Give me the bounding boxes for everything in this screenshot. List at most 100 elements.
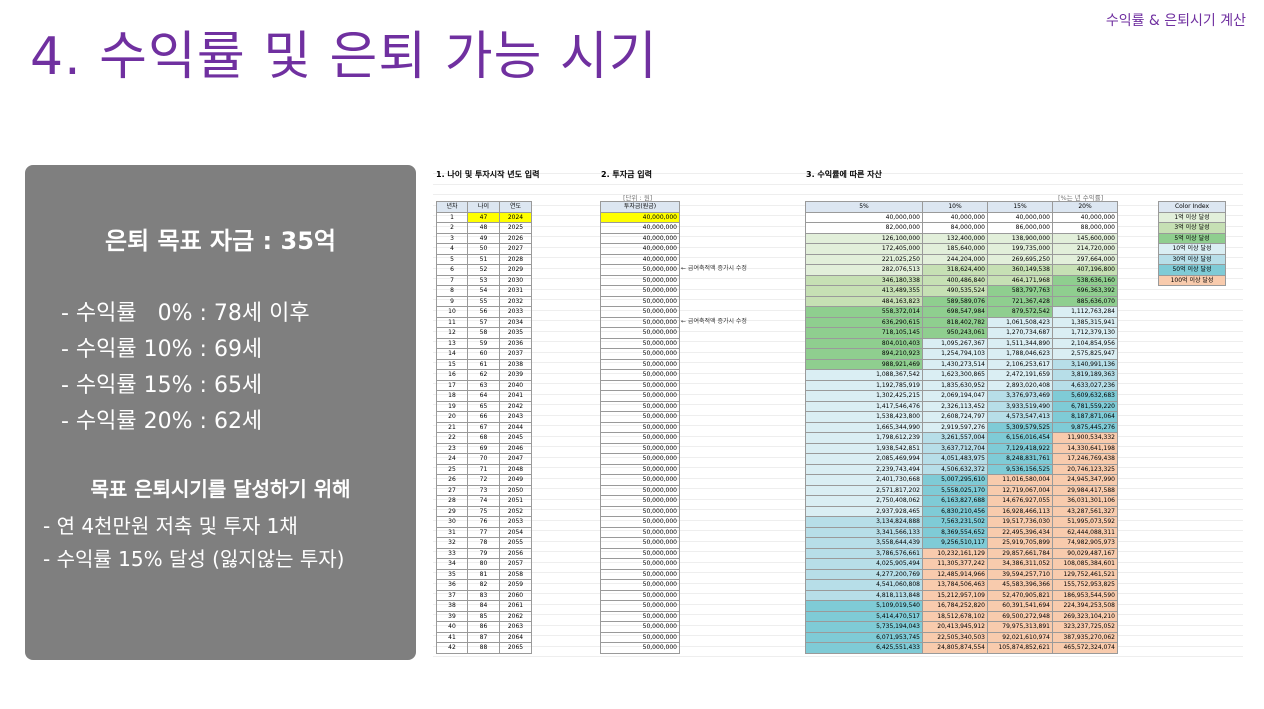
- asset-cell: 1,798,612,239: [805, 432, 923, 444]
- asset-cell: 2,239,743,494: [805, 463, 923, 475]
- table-row: 12 58 2035: [436, 327, 532, 339]
- table-row: 21 67 2044: [436, 421, 532, 433]
- table-row: 5,414,470,517 18,512,678,102 69,500,272,94…: [805, 610, 1118, 622]
- table-row: 988,921,469 1,430,273,514 2,106,253,617 3,1…: [805, 358, 1118, 370]
- principal-cell: 50,000,000: [600, 642, 680, 654]
- table-row: 636,290,615 818,402,782 1,061,508,423 1,385…: [805, 316, 1118, 328]
- legend-row: 5억 이상 달성: [1158, 232, 1226, 244]
- table-row: 20 66 2043: [436, 411, 532, 423]
- asset-cell: 1,430,273,514: [922, 358, 988, 370]
- asset-cell: 40,000,000: [1052, 211, 1118, 223]
- asset-cell: 1,095,267,367: [922, 337, 988, 349]
- table-row: 4,541,060,808 13,784,506,463 45,583,396,36…: [805, 579, 1118, 591]
- asset-cell: 39,594,257,710: [987, 568, 1053, 580]
- rate-note: [%는 년 수익률]: [1058, 194, 1104, 202]
- asset-cell: 82,000,000: [805, 222, 923, 234]
- rate-line: - 수익률 20% : 62세: [61, 409, 263, 434]
- age-cell: 84: [467, 600, 500, 612]
- table-row: 3,558,644,439 9,256,510,117 25,919,705,899…: [805, 537, 1118, 549]
- asset-cell: 79,975,313,891: [987, 621, 1053, 633]
- asset-cell: 1,302,425,215: [805, 390, 923, 402]
- asset-cell: 132,400,000: [922, 232, 988, 244]
- table-row: 1,088,367,542 1,623,300,865 2,472,191,659 3…: [805, 369, 1118, 381]
- table-row: 50,000,000: [600, 537, 680, 549]
- asset-cell: 407,196,800: [1052, 264, 1118, 276]
- asset-cell: 29,984,417,588: [1052, 484, 1118, 496]
- age-cell: 71: [467, 463, 500, 475]
- year-no-cell: 34: [436, 558, 468, 570]
- table-row: 24 70 2047: [436, 453, 532, 465]
- asset-cell: 108,085,384,601: [1052, 558, 1118, 570]
- principal-cell: 50,000,000: [600, 285, 680, 297]
- year-no-cell: 5: [436, 253, 468, 265]
- age-cell: 49: [467, 232, 500, 244]
- asset-cell: 6,425,551,433: [805, 642, 923, 654]
- age-cell: 54: [467, 285, 500, 297]
- asset-cell: 3,637,712,704: [922, 442, 988, 454]
- year-cell: 2063: [499, 621, 532, 633]
- asset-cell: 5,558,025,170: [922, 484, 988, 496]
- asset-cell: 4,541,060,808: [805, 579, 923, 591]
- year-cell: 2028: [499, 253, 532, 265]
- year-cell: 2034: [499, 316, 532, 328]
- asset-cell: 2,571,817,202: [805, 484, 923, 496]
- year-no-cell: 7: [436, 274, 468, 286]
- table-row: 40,000,000: [600, 232, 680, 244]
- table-row: 894,210,923 1,254,794,103 1,788,046,623 2,5…: [805, 348, 1118, 360]
- year-no-cell: 41: [436, 631, 468, 643]
- age-cell: 76: [467, 516, 500, 528]
- top-tag: 수익률 & 은퇴시기 계산: [1105, 13, 1246, 29]
- table-row: 50,000,000: [600, 642, 680, 654]
- table-row: 50,000,000: [600, 579, 680, 591]
- asset-cell: 5,309,579,525: [987, 421, 1053, 433]
- principal-cell: 50,000,000: [600, 411, 680, 423]
- year-cell: 2061: [499, 600, 532, 612]
- asset-cell: 11,900,534,332: [1052, 432, 1118, 444]
- year-cell: 2031: [499, 285, 532, 297]
- age-cell: 58: [467, 327, 500, 339]
- age-cell: 60: [467, 348, 500, 360]
- asset-cell: 214,720,000: [1052, 243, 1118, 255]
- principal-cell: 50,000,000: [600, 306, 680, 318]
- asset-cell: 3,140,991,136: [1052, 358, 1118, 370]
- table-row: 50,000,000: [600, 411, 680, 423]
- legend-row: 100억 이상 달성: [1158, 274, 1226, 286]
- principal-cell: 50,000,000: [600, 495, 680, 507]
- age-cell: 64: [467, 390, 500, 402]
- asset-cell: 126,100,000: [805, 232, 923, 244]
- table-row: 10 56 2033: [436, 306, 532, 318]
- age-cell: 75: [467, 505, 500, 517]
- year-cell: 2054: [499, 526, 532, 538]
- table-row: 50,000,000: [600, 400, 680, 412]
- year-cell: 2052: [499, 505, 532, 517]
- year-cell: 2044: [499, 421, 532, 433]
- age-cell: 62: [467, 369, 500, 381]
- asset-cell: 6,781,559,220: [1052, 400, 1118, 412]
- asset-cell: 138,900,000: [987, 232, 1053, 244]
- table-row: 50,000,000: [600, 610, 680, 622]
- asset-cell: 60,391,541,694: [987, 600, 1053, 612]
- asset-cell: 14,330,641,198: [1052, 442, 1118, 454]
- asset-cell: 5,609,632,683: [1052, 390, 1118, 402]
- asset-cell: 22,495,396,434: [987, 526, 1053, 538]
- legend-title: Color Index: [1158, 201, 1226, 213]
- asset-cell: 5,109,019,540: [805, 600, 923, 612]
- year-no-cell: 16: [436, 369, 468, 381]
- year-no-cell: 30: [436, 516, 468, 528]
- age-cell: 52: [467, 264, 500, 276]
- asset-cell: 45,583,396,366: [987, 579, 1053, 591]
- year-cell: 2048: [499, 463, 532, 475]
- year-cell: 2033: [499, 306, 532, 318]
- table-row: 40,000,000: [600, 222, 680, 234]
- table-row: 3,134,824,888 7,563,231,502 19,517,736,030…: [805, 516, 1118, 528]
- asset-cell: 1,385,315,941: [1052, 316, 1118, 328]
- legend-item: 10억 이상 달성: [1158, 243, 1226, 255]
- asset-cell: 84,000,000: [922, 222, 988, 234]
- table-row: 23 69 2046: [436, 442, 532, 454]
- year-no-cell: 28: [436, 495, 468, 507]
- asset-cell: 4,506,632,372: [922, 463, 988, 475]
- asset-cell: 8,187,871,064: [1052, 411, 1118, 423]
- table-row: 15 61 2038: [436, 358, 532, 370]
- table-row: 50,000,000: [600, 432, 680, 444]
- asset-cell: 346,180,338: [805, 274, 923, 286]
